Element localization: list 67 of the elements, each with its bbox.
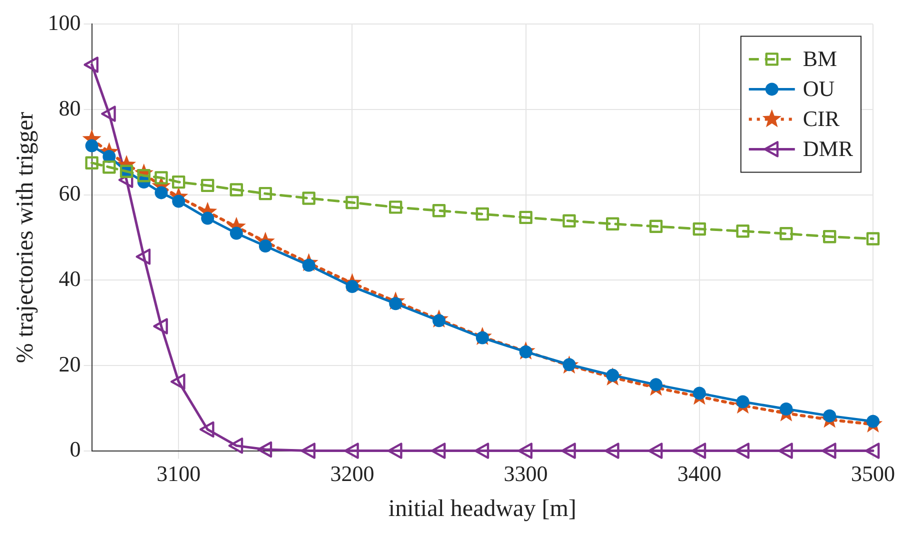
point — [734, 442, 750, 459]
point — [300, 442, 316, 459]
point — [154, 186, 168, 200]
point — [822, 442, 836, 459]
point — [136, 248, 151, 265]
point — [258, 186, 272, 200]
point — [780, 402, 793, 416]
point — [85, 156, 98, 170]
y-axis-title: % trajectories with trigger — [12, 112, 39, 364]
point — [102, 160, 116, 174]
point — [866, 232, 880, 246]
x-tick-label: 3500 — [851, 460, 895, 486]
y-tick-label: 80 — [58, 95, 81, 120]
point — [432, 204, 446, 218]
legend-label: DMR — [802, 136, 854, 161]
x-axis-title: initial headway [m] — [388, 496, 576, 522]
y-tick-label: 20 — [58, 351, 81, 376]
y-tick-label: 100 — [48, 10, 81, 35]
point — [230, 226, 243, 240]
point — [101, 106, 116, 122]
y-tick-label: 40 — [58, 266, 81, 291]
point — [692, 222, 706, 236]
point — [691, 442, 706, 459]
point — [736, 395, 750, 408]
point — [388, 442, 402, 459]
point — [519, 210, 532, 224]
point — [606, 217, 620, 230]
point — [476, 207, 489, 221]
point — [823, 409, 836, 422]
point — [823, 230, 836, 244]
point — [864, 442, 880, 459]
point — [344, 442, 359, 459]
x-tick-label: 3100 — [156, 460, 201, 486]
point — [84, 56, 98, 73]
y-tick-label: 0 — [70, 436, 81, 462]
point — [389, 200, 402, 214]
point — [780, 227, 793, 240]
point — [172, 175, 186, 189]
point — [230, 183, 244, 196]
point — [474, 442, 490, 459]
point — [200, 178, 214, 192]
point — [561, 442, 576, 459]
x-tick-label: 3400 — [677, 460, 722, 486]
point — [648, 442, 663, 459]
legend-label: OU — [802, 76, 835, 101]
point — [778, 442, 793, 459]
point — [257, 441, 272, 458]
point — [201, 212, 214, 225]
y-tick-label: 60 — [58, 180, 81, 206]
point — [736, 224, 750, 238]
point — [649, 220, 663, 234]
point — [604, 442, 620, 459]
point — [228, 438, 244, 454]
point — [153, 318, 168, 334]
point — [562, 214, 576, 228]
point — [346, 196, 359, 210]
point — [430, 442, 446, 459]
x-tick-label: 3300 — [504, 460, 548, 486]
point — [85, 139, 98, 152]
point — [199, 421, 214, 438]
x-tick-label: 3200 — [330, 460, 374, 486]
point — [518, 442, 532, 459]
legend-label: CIR — [802, 106, 840, 131]
point — [302, 192, 316, 205]
point — [154, 171, 168, 184]
legend-label: BM — [802, 46, 838, 71]
point — [170, 374, 186, 390]
